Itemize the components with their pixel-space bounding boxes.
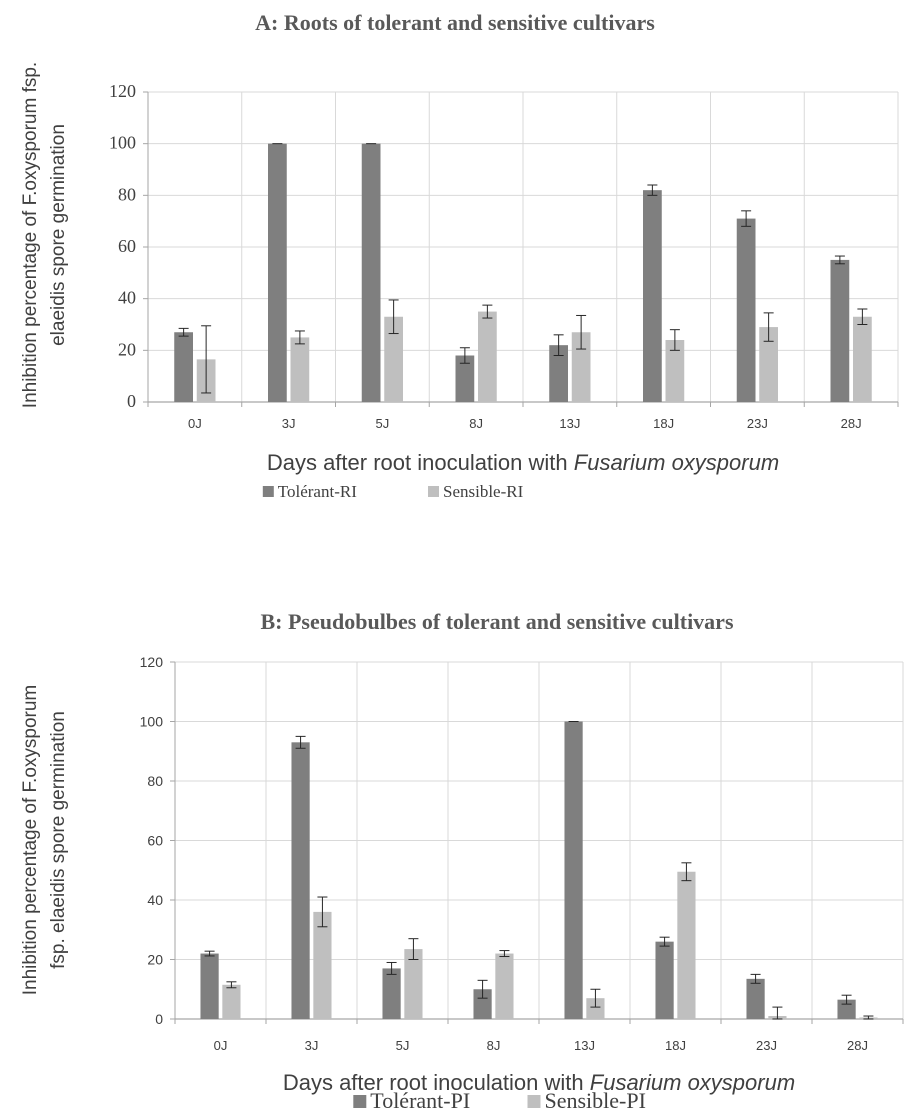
- bar: [677, 872, 695, 1019]
- x-tick-label: 18J: [653, 416, 674, 431]
- x-tick-label: 28J: [841, 416, 862, 431]
- x-tick-label: 13J: [559, 416, 580, 431]
- bar: [222, 985, 240, 1019]
- x-tick-label: 8J: [469, 416, 483, 431]
- y-tick-label: 20: [118, 339, 136, 359]
- bar: [737, 219, 756, 402]
- x-tick-label: 18J: [665, 1038, 686, 1053]
- bar: [382, 968, 400, 1019]
- y-axis-label: fsp. elaeidis spore germination: [48, 711, 69, 969]
- x-tick-label: 3J: [305, 1038, 319, 1053]
- bar: [853, 317, 872, 402]
- y-tick-label: 60: [147, 833, 163, 849]
- bar: [313, 912, 331, 1019]
- legend-label: Sensible-PI: [545, 1088, 646, 1113]
- bar: [564, 722, 582, 1020]
- x-tick-label: 23J: [747, 416, 768, 431]
- y-tick-label: 40: [147, 892, 163, 908]
- chart-a: A: Roots of tolerant and sensitive culti…: [20, 10, 898, 501]
- y-tick-label: 0: [127, 391, 136, 411]
- x-tick-label: 5J: [396, 1038, 410, 1053]
- y-tick-label: 60: [118, 236, 136, 256]
- y-tick-label: 20: [147, 952, 163, 968]
- x-tick-label: 3J: [282, 416, 296, 431]
- legend-label: Tolérant-RI: [278, 482, 357, 501]
- bar: [495, 954, 513, 1019]
- y-tick-label: 80: [147, 773, 163, 789]
- x-axis-label: Days after root inoculation with Fusariu…: [283, 1070, 795, 1095]
- x-axis-label: Days after root inoculation with Fusariu…: [267, 450, 779, 475]
- legend-swatch: [353, 1095, 366, 1108]
- y-tick-label: 80: [118, 184, 136, 204]
- bar: [362, 144, 381, 402]
- y-tick-label: 120: [109, 81, 136, 101]
- legend-swatch: [528, 1095, 541, 1108]
- y-tick-label: 0: [155, 1011, 163, 1027]
- bar: [291, 337, 310, 402]
- chart-title: A: Roots of tolerant and sensitive culti…: [255, 10, 655, 35]
- x-tick-label: 0J: [214, 1038, 228, 1053]
- bar: [174, 332, 193, 402]
- legend-swatch: [263, 486, 274, 497]
- y-tick-label: 100: [109, 133, 136, 153]
- legend: Tolérant-RI Sensible-RI: [263, 482, 524, 501]
- x-tick-label: 23J: [756, 1038, 777, 1053]
- chart-title: B: Pseudobulbes of tolerant and sensitiv…: [260, 609, 733, 634]
- bar: [291, 742, 309, 1019]
- y-tick-label: 120: [140, 654, 164, 670]
- x-tick-label: 0J: [188, 416, 202, 431]
- bar: [746, 979, 764, 1019]
- x-tick-label: 13J: [574, 1038, 595, 1053]
- bar: [200, 954, 218, 1019]
- bar: [268, 144, 287, 402]
- bar: [655, 942, 673, 1019]
- x-tick-label: 28J: [847, 1038, 868, 1053]
- y-tick-label: 100: [140, 714, 164, 730]
- y-axis-label: elaeidis spore germination: [48, 124, 69, 346]
- chart-b: B: Pseudobulbes of tolerant and sensitiv…: [20, 609, 903, 1113]
- legend-label: Tolérant-PI: [370, 1088, 470, 1113]
- bar: [831, 260, 850, 402]
- bar: [643, 190, 662, 402]
- x-tick-label: 5J: [376, 416, 390, 431]
- y-tick-label: 40: [118, 288, 136, 308]
- legend-label: Sensible-RI: [443, 482, 524, 501]
- y-axis-label: Inhibition percentage of F.oxysporum: [20, 685, 41, 996]
- legend-swatch: [428, 486, 439, 497]
- x-tick-label: 8J: [487, 1038, 501, 1053]
- bar: [478, 312, 497, 402]
- y-axis-label: Inhibition percentage of F.oxysporum fsp…: [20, 62, 41, 408]
